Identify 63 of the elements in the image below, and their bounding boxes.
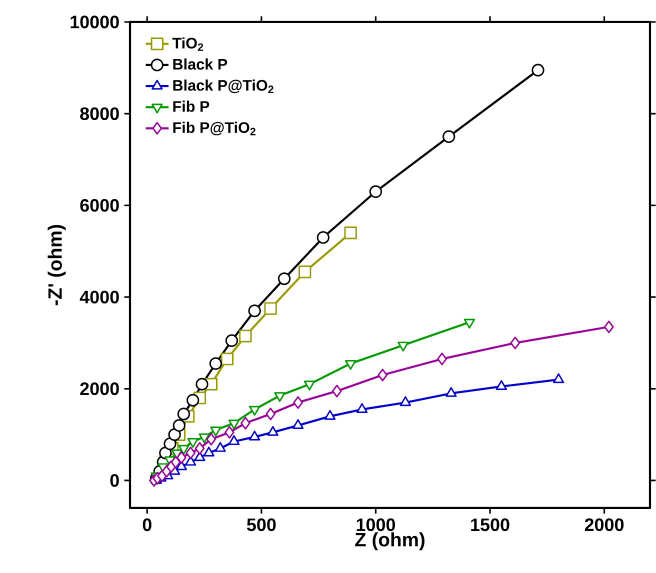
x-tick-label: 500 [246,518,276,532]
point [186,394,200,407]
point [248,430,260,440]
point [209,357,222,370]
point [344,226,357,240]
y-axis-title: -Z' (ohm) [48,225,66,306]
point [224,426,234,439]
x-tick-label: 0 [142,518,152,532]
point [400,396,412,406]
point [203,446,214,457]
point [316,231,330,244]
x-axis-title: Z (ohm) [355,532,424,550]
point [164,437,176,450]
point [442,130,456,143]
point [356,403,368,413]
point [228,435,240,446]
point [604,320,614,334]
y-tick-label: 4000 [80,290,119,304]
point [298,266,312,278]
point [292,419,304,429]
point [176,451,186,464]
point [172,419,186,432]
legend-label: Black P@TiO$_{2}$ [173,80,274,94]
point [332,384,342,398]
point [278,272,291,286]
legend-label: TiO$_{2}$ [172,37,204,51]
point [170,456,181,468]
point [177,408,190,420]
point [378,368,388,382]
point [206,432,216,446]
point [264,302,277,315]
point [324,410,336,420]
point [532,64,544,76]
y-tick-label: 8000 [80,107,119,120]
point [194,442,205,455]
y-tick-label: 0 [110,474,119,487]
y-tick-label: 2000 [80,382,119,396]
legend-label: Fib P [173,100,210,112]
point [510,336,520,350]
point [293,396,303,409]
y-tick-label: 10000 [70,16,119,28]
point [552,373,564,384]
point [496,380,508,390]
point [196,378,208,391]
point [168,428,181,441]
point [220,352,234,366]
point [369,185,382,198]
point [214,442,226,452]
x-tick-label: 1500 [471,518,510,532]
point [266,408,276,420]
point [239,330,252,342]
point [437,352,447,366]
point [446,387,457,397]
point [240,416,250,430]
point [248,304,261,318]
legend-label: Black P [173,58,228,70]
y-tick-label: 6000 [80,199,119,212]
point [225,334,238,347]
x-tick-label: 2000 [584,518,624,532]
x-tick-label: 1000 [356,518,396,532]
point [186,446,196,460]
point [267,426,278,436]
legend-label: Fib P@TiO$_{2}$ [173,122,256,136]
